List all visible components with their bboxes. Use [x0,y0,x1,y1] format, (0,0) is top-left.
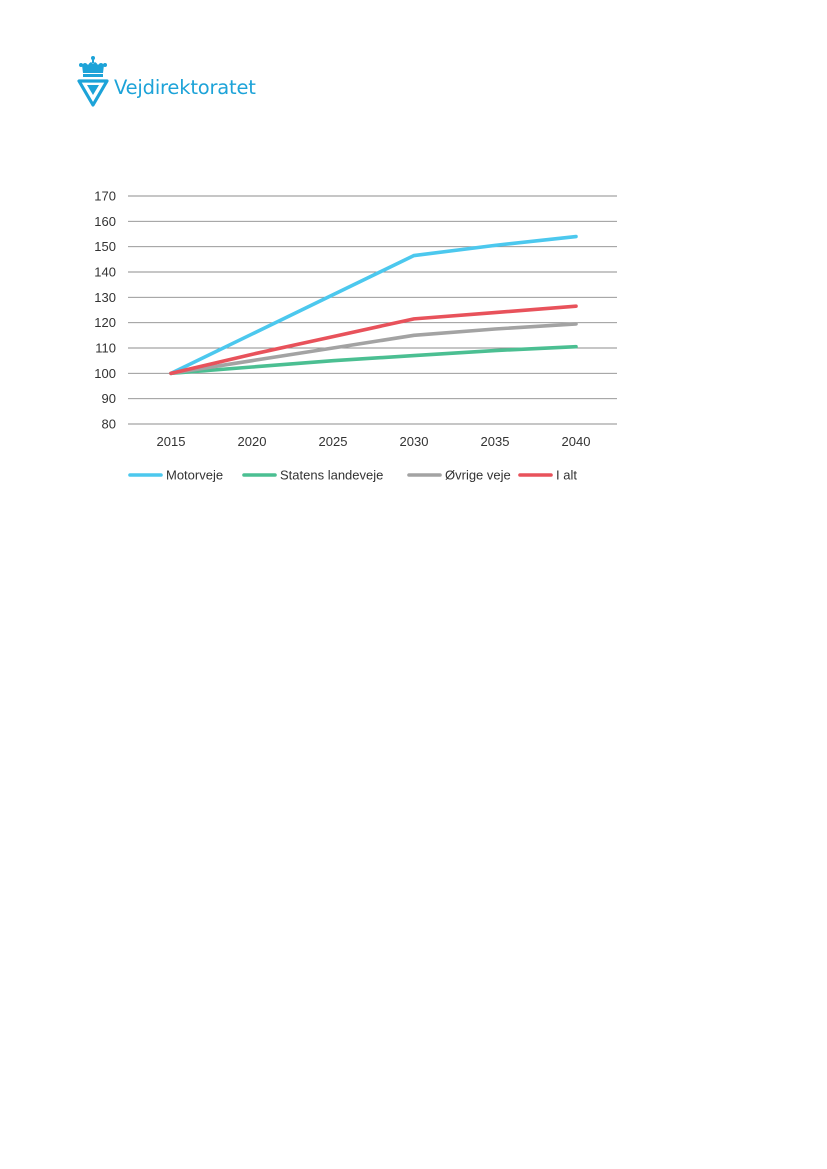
series-line [169,322,578,376]
legend-label: I alt [556,468,577,483]
x-tick-label: 2035 [481,434,510,449]
x-tick-label: 2030 [400,434,429,449]
y-tick-label: 90 [102,391,116,406]
series-lines [169,234,578,376]
series-line [169,234,578,376]
y-tick-label: 80 [102,417,116,432]
brand-name: Vejdirektoratet [114,76,256,99]
x-tick-label: 2015 [157,434,186,449]
y-tick-label: 160 [94,214,116,229]
vejdirektoratet-logo: Vejdirektoratet [76,55,276,111]
series-line [169,304,578,376]
grid-lines [128,195,617,425]
x-tick-label: 2040 [562,434,591,449]
series-line [169,344,578,376]
x-tick-label: 2020 [238,434,267,449]
x-axis-ticks: 2015 2020 2025 2030 2035 2040 [157,434,591,449]
legend-label: Øvrige veje [445,468,511,483]
y-tick-label: 100 [94,366,116,381]
y-axis-ticks: 80 90 100 110 120 130 140 150 160 170 [94,189,116,432]
y-tick-label: 110 [95,341,116,356]
line-chart: 80 90 100 110 120 130 140 150 160 170 2015 2020 202… [94,189,617,483]
y-tick-label: 140 [94,265,116,280]
legend-label: Statens landeveje [280,468,383,483]
legend-label: Motorveje [166,468,223,483]
y-tick-label: 150 [94,239,116,254]
x-tick-label: 2025 [319,434,348,449]
y-tick-label: 120 [94,315,116,330]
legend: Motorveje Statens landeveje Øvrige veje I a… [128,468,577,483]
y-tick-label: 170 [94,189,116,204]
crown-shield-icon [77,56,109,107]
y-tick-label: 130 [94,290,116,305]
